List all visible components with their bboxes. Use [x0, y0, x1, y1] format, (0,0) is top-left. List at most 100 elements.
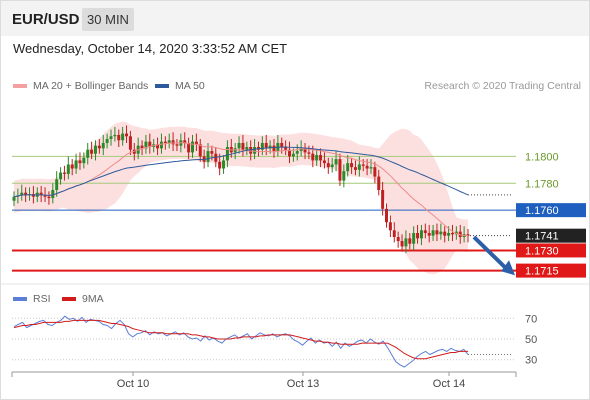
candle-body	[78, 160, 82, 164]
rsi-swatch	[13, 297, 27, 302]
candle-body	[39, 192, 43, 196]
candle-body	[404, 238, 408, 247]
ma50-line	[13, 146, 469, 198]
timeframe-badge[interactable]: 30 MIN	[82, 8, 134, 31]
candle-body	[214, 153, 218, 162]
candle-body	[86, 149, 90, 158]
legend-9ma: 9MA	[62, 293, 104, 305]
candle-body	[210, 151, 214, 154]
legend-bollinger: MA 20 + Bollinger Bands	[13, 80, 148, 92]
candle-body	[365, 165, 369, 169]
bollinger-swatch	[13, 84, 27, 89]
candle-body	[466, 234, 470, 236]
legend-ma50-label: MA 50	[175, 80, 205, 92]
price-label-box	[516, 203, 586, 218]
candle-body	[450, 232, 454, 235]
candle-body	[369, 167, 373, 169]
candle-body	[66, 164, 70, 174]
candle-body	[319, 155, 323, 161]
candle-body	[253, 147, 257, 154]
price-label-box	[516, 243, 586, 258]
candle-body	[291, 153, 295, 157]
legend-9ma-label: 9MA	[82, 293, 104, 305]
candle-body	[427, 232, 431, 236]
candle-body	[159, 141, 163, 149]
candle-body	[295, 151, 299, 154]
candle-body	[140, 145, 144, 149]
price-label-1-1760: 1.1760	[525, 205, 559, 217]
candle-body	[62, 172, 66, 174]
candle-body	[74, 160, 78, 169]
timestamp: Wednesday, October 14, 2020 3:33:52 AM C…	[13, 41, 288, 56]
candle-body	[121, 133, 125, 141]
candle-body	[241, 142, 245, 150]
candle-body	[218, 161, 222, 169]
candle-body	[198, 144, 202, 157]
candle-body	[392, 230, 396, 238]
candle-body	[385, 208, 389, 223]
candle-body	[163, 141, 167, 143]
candle-body	[334, 159, 338, 165]
candle-body	[190, 141, 194, 153]
price-label-1-1800: 1.1800	[525, 151, 559, 163]
candle-body	[346, 163, 350, 172]
candle-body	[311, 153, 315, 161]
candle-body	[307, 152, 311, 154]
candle-body	[396, 237, 400, 242]
candle-body	[315, 155, 319, 161]
candle-body	[288, 149, 292, 157]
candle-body	[342, 171, 346, 181]
candle-body	[128, 136, 132, 150]
candle-body	[171, 140, 175, 145]
header-bar: EUR/USD 30 MIN	[1, 1, 589, 36]
candle-body	[353, 167, 357, 170]
candle-body	[175, 144, 179, 146]
candle-body	[113, 134, 117, 137]
legend-rsi-label: RSI	[33, 293, 51, 305]
candle-body	[167, 140, 171, 143]
candle-body	[423, 230, 427, 233]
candle-body	[439, 231, 443, 235]
candle-body	[90, 149, 94, 154]
candle-body	[101, 142, 105, 149]
candle-body	[97, 145, 101, 149]
candle-body	[187, 142, 191, 153]
candle-body	[194, 141, 198, 145]
candle-body	[117, 134, 121, 141]
candle-body	[237, 142, 241, 149]
candle-body	[245, 147, 249, 150]
candle-body	[59, 172, 63, 180]
candle-body	[416, 232, 420, 239]
candle-body	[156, 144, 160, 149]
candle-body	[183, 140, 187, 143]
candle-body	[12, 196, 16, 201]
candle-body	[381, 190, 385, 209]
candle-body	[148, 141, 152, 148]
candle-body	[435, 230, 439, 235]
candle-body	[280, 142, 284, 148]
price-label-1-1780: 1.1780	[525, 178, 559, 190]
candle-body	[51, 190, 55, 199]
candle-body	[93, 145, 97, 154]
candle-body	[377, 176, 381, 190]
x-tick-label: Oct 14	[433, 378, 465, 390]
candle-body	[105, 138, 109, 143]
candle-body	[408, 238, 412, 244]
price-label-1-1741: 1.1741	[525, 231, 559, 243]
candle-body	[350, 163, 354, 168]
candle-body	[20, 192, 24, 196]
candle-body	[206, 151, 210, 162]
candle-body	[272, 145, 276, 152]
candle-body	[299, 148, 303, 152]
candle-body	[24, 192, 28, 196]
candle-body	[284, 147, 288, 150]
forecast-arrow	[472, 235, 509, 271]
candle-body	[222, 160, 226, 169]
candle-body	[260, 142, 264, 150]
candle-body	[82, 157, 86, 164]
candle-body	[419, 230, 423, 239]
candle-body	[264, 142, 268, 149]
ma9-swatch	[62, 297, 76, 302]
candle-body	[303, 148, 307, 153]
